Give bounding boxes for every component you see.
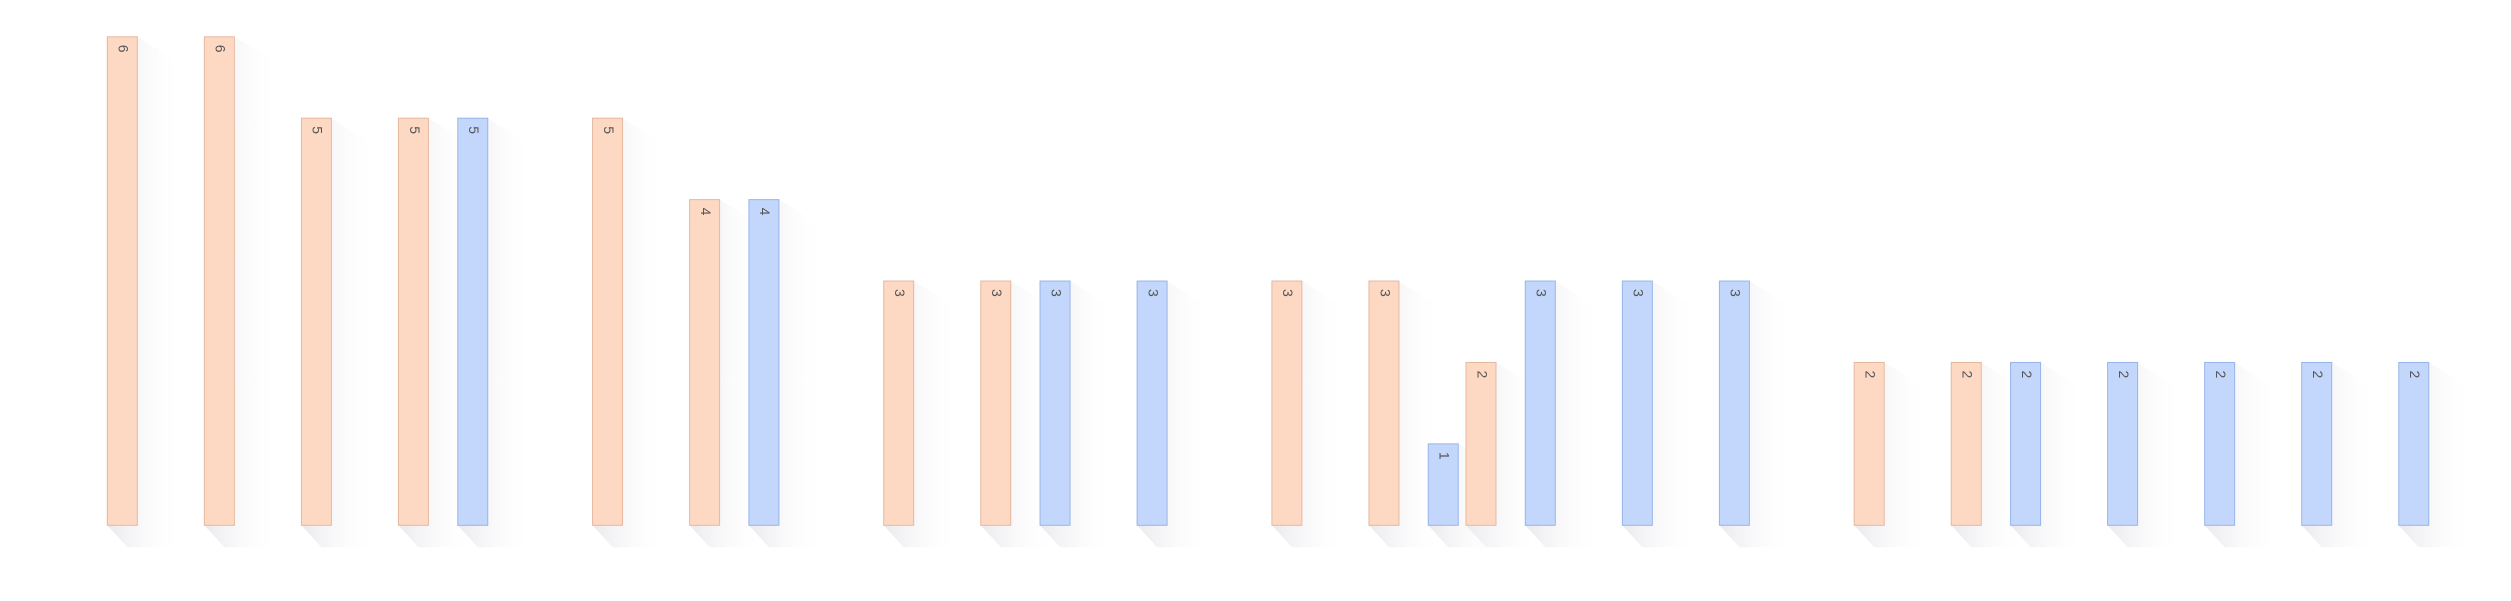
bar bbox=[1465, 361, 1497, 526]
value-label: 4 bbox=[698, 208, 714, 216]
bar bbox=[1039, 280, 1071, 526]
value-label: 3 bbox=[1145, 289, 1161, 297]
value-label: 3 bbox=[892, 289, 908, 297]
value-label: 2 bbox=[2213, 370, 2229, 378]
bar bbox=[1271, 280, 1303, 526]
value-label: 2 bbox=[2407, 370, 2423, 378]
bar bbox=[689, 199, 721, 526]
value-label: 2 bbox=[2310, 370, 2326, 378]
bar bbox=[1621, 280, 1653, 526]
bar bbox=[2010, 361, 2042, 526]
bar bbox=[1524, 280, 1556, 526]
bar bbox=[980, 280, 1012, 526]
bar bbox=[2398, 361, 2430, 526]
value-label: 5 bbox=[601, 126, 617, 134]
bar bbox=[203, 36, 235, 526]
value-label: 3 bbox=[1728, 289, 1744, 297]
bar bbox=[1718, 280, 1750, 526]
bar bbox=[2107, 361, 2139, 526]
value-label: 3 bbox=[1280, 289, 1296, 297]
value-label: 2 bbox=[2116, 370, 2132, 378]
value-label: 3 bbox=[1534, 289, 1550, 297]
bar bbox=[1950, 361, 1982, 526]
value-label: 5 bbox=[407, 126, 423, 134]
value-label: 3 bbox=[1048, 289, 1064, 297]
value-label: 3 bbox=[989, 289, 1005, 297]
value-label: 1 bbox=[1437, 452, 1453, 460]
value-label: 2 bbox=[1862, 370, 1878, 378]
value-label: 2 bbox=[2019, 370, 2035, 378]
bar bbox=[1427, 443, 1459, 526]
value-label: 6 bbox=[116, 45, 132, 53]
value-label: 5 bbox=[466, 126, 482, 134]
value-label: 6 bbox=[213, 45, 229, 53]
bar bbox=[1853, 361, 1885, 526]
value-label: 5 bbox=[310, 126, 326, 134]
bar bbox=[106, 36, 138, 526]
value-label: 4 bbox=[757, 208, 773, 216]
bar bbox=[300, 117, 332, 526]
bar bbox=[1368, 280, 1400, 526]
bar bbox=[592, 117, 624, 526]
bar bbox=[397, 117, 429, 526]
bar bbox=[1136, 280, 1168, 526]
value-label: 3 bbox=[1377, 289, 1393, 297]
value-label: 2 bbox=[1474, 370, 1490, 378]
bar bbox=[748, 199, 780, 526]
bar bbox=[2204, 361, 2236, 526]
bar bbox=[2301, 361, 2333, 526]
value-label: 2 bbox=[1960, 370, 1976, 378]
bars: 6 6 5 5 5 4 3 3 3 3 2 2 2 5 4 3 3 1 3 3 3 2 2 2 2 2 bbox=[106, 36, 2430, 526]
value-label: 3 bbox=[1631, 289, 1647, 297]
bar bbox=[883, 280, 915, 526]
bar bbox=[457, 117, 489, 526]
